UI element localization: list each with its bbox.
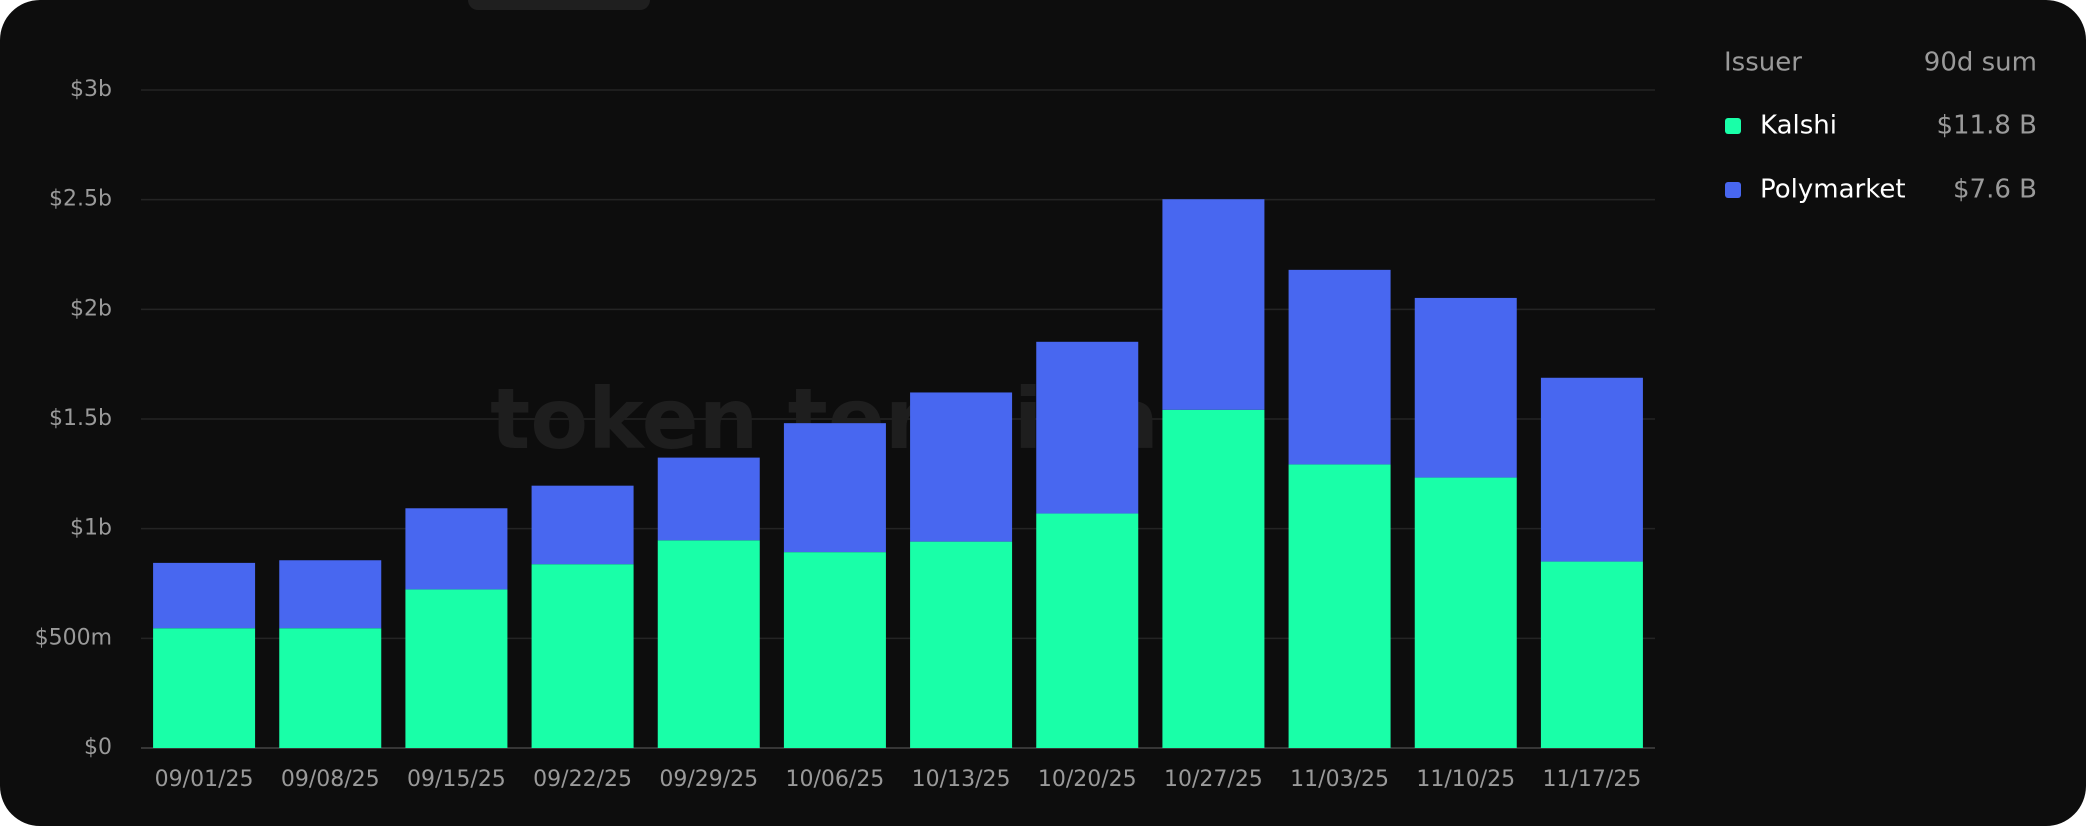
bar-segment	[1540, 377, 1643, 562]
x-tick-label: 10/06/25	[786, 767, 885, 792]
bar-segment	[1036, 341, 1139, 514]
bar-segment	[1162, 199, 1265, 410]
y-tick-label: $0	[84, 735, 112, 760]
y-tick-label: $3b	[70, 77, 112, 102]
bar-segment	[1036, 513, 1139, 748]
y-tick-label: $2.5b	[49, 187, 112, 212]
y-tick-label: $500m	[35, 625, 112, 650]
bar-segment	[657, 540, 760, 748]
y-tick-label: $2b	[70, 296, 112, 321]
bar-segment	[153, 628, 256, 748]
bar-segment	[1288, 464, 1391, 748]
legend-swatch	[1725, 118, 1741, 134]
x-tick-label: 10/27/25	[1164, 767, 1263, 792]
x-tick-label: 09/08/25	[281, 767, 380, 792]
legend-sum: $11.8 B	[1936, 111, 2037, 141]
bar-segment	[1288, 269, 1391, 465]
bar-segment	[1414, 477, 1517, 748]
bar-segment	[279, 628, 382, 748]
legend-header: Issuer	[1724, 48, 1802, 78]
bar-segment	[153, 562, 256, 629]
y-tick-label: $1.5b	[49, 406, 112, 431]
bar-segment	[783, 552, 886, 748]
x-tick-label: 09/29/25	[659, 767, 758, 792]
bar-segment	[657, 457, 760, 541]
x-tick-label: 10/20/25	[1038, 767, 1137, 792]
legend-swatch	[1725, 182, 1741, 198]
x-tick-label: 09/15/25	[407, 767, 506, 792]
x-tick-label: 10/13/25	[912, 767, 1011, 792]
bar-segment	[1162, 409, 1265, 748]
bar-segment	[405, 589, 508, 748]
x-tick-label: 09/01/25	[155, 767, 254, 792]
x-tick-label: 09/22/25	[533, 767, 632, 792]
x-tick-label: 11/17/25	[1543, 767, 1642, 792]
legend-header: 90d sum	[1924, 48, 2037, 78]
x-tick-label: 11/03/25	[1290, 767, 1389, 792]
legend-sum: $7.6 B	[1953, 175, 2037, 205]
x-tick-label: 11/10/25	[1416, 767, 1515, 792]
bar-segment	[1540, 561, 1643, 748]
bar-segment	[783, 423, 886, 553]
bar-segment	[531, 564, 634, 748]
bar-segment	[1414, 297, 1517, 478]
bar-segment	[910, 541, 1013, 748]
bar-segment	[279, 560, 382, 629]
bar-segment	[531, 485, 634, 565]
legend-label: Polymarket	[1760, 175, 1906, 205]
bar-segment	[405, 508, 508, 590]
tab	[468, 0, 650, 10]
legend-label: Kalshi	[1760, 111, 1837, 141]
y-tick-label: $1b	[70, 516, 112, 541]
bar-segment	[910, 392, 1013, 542]
